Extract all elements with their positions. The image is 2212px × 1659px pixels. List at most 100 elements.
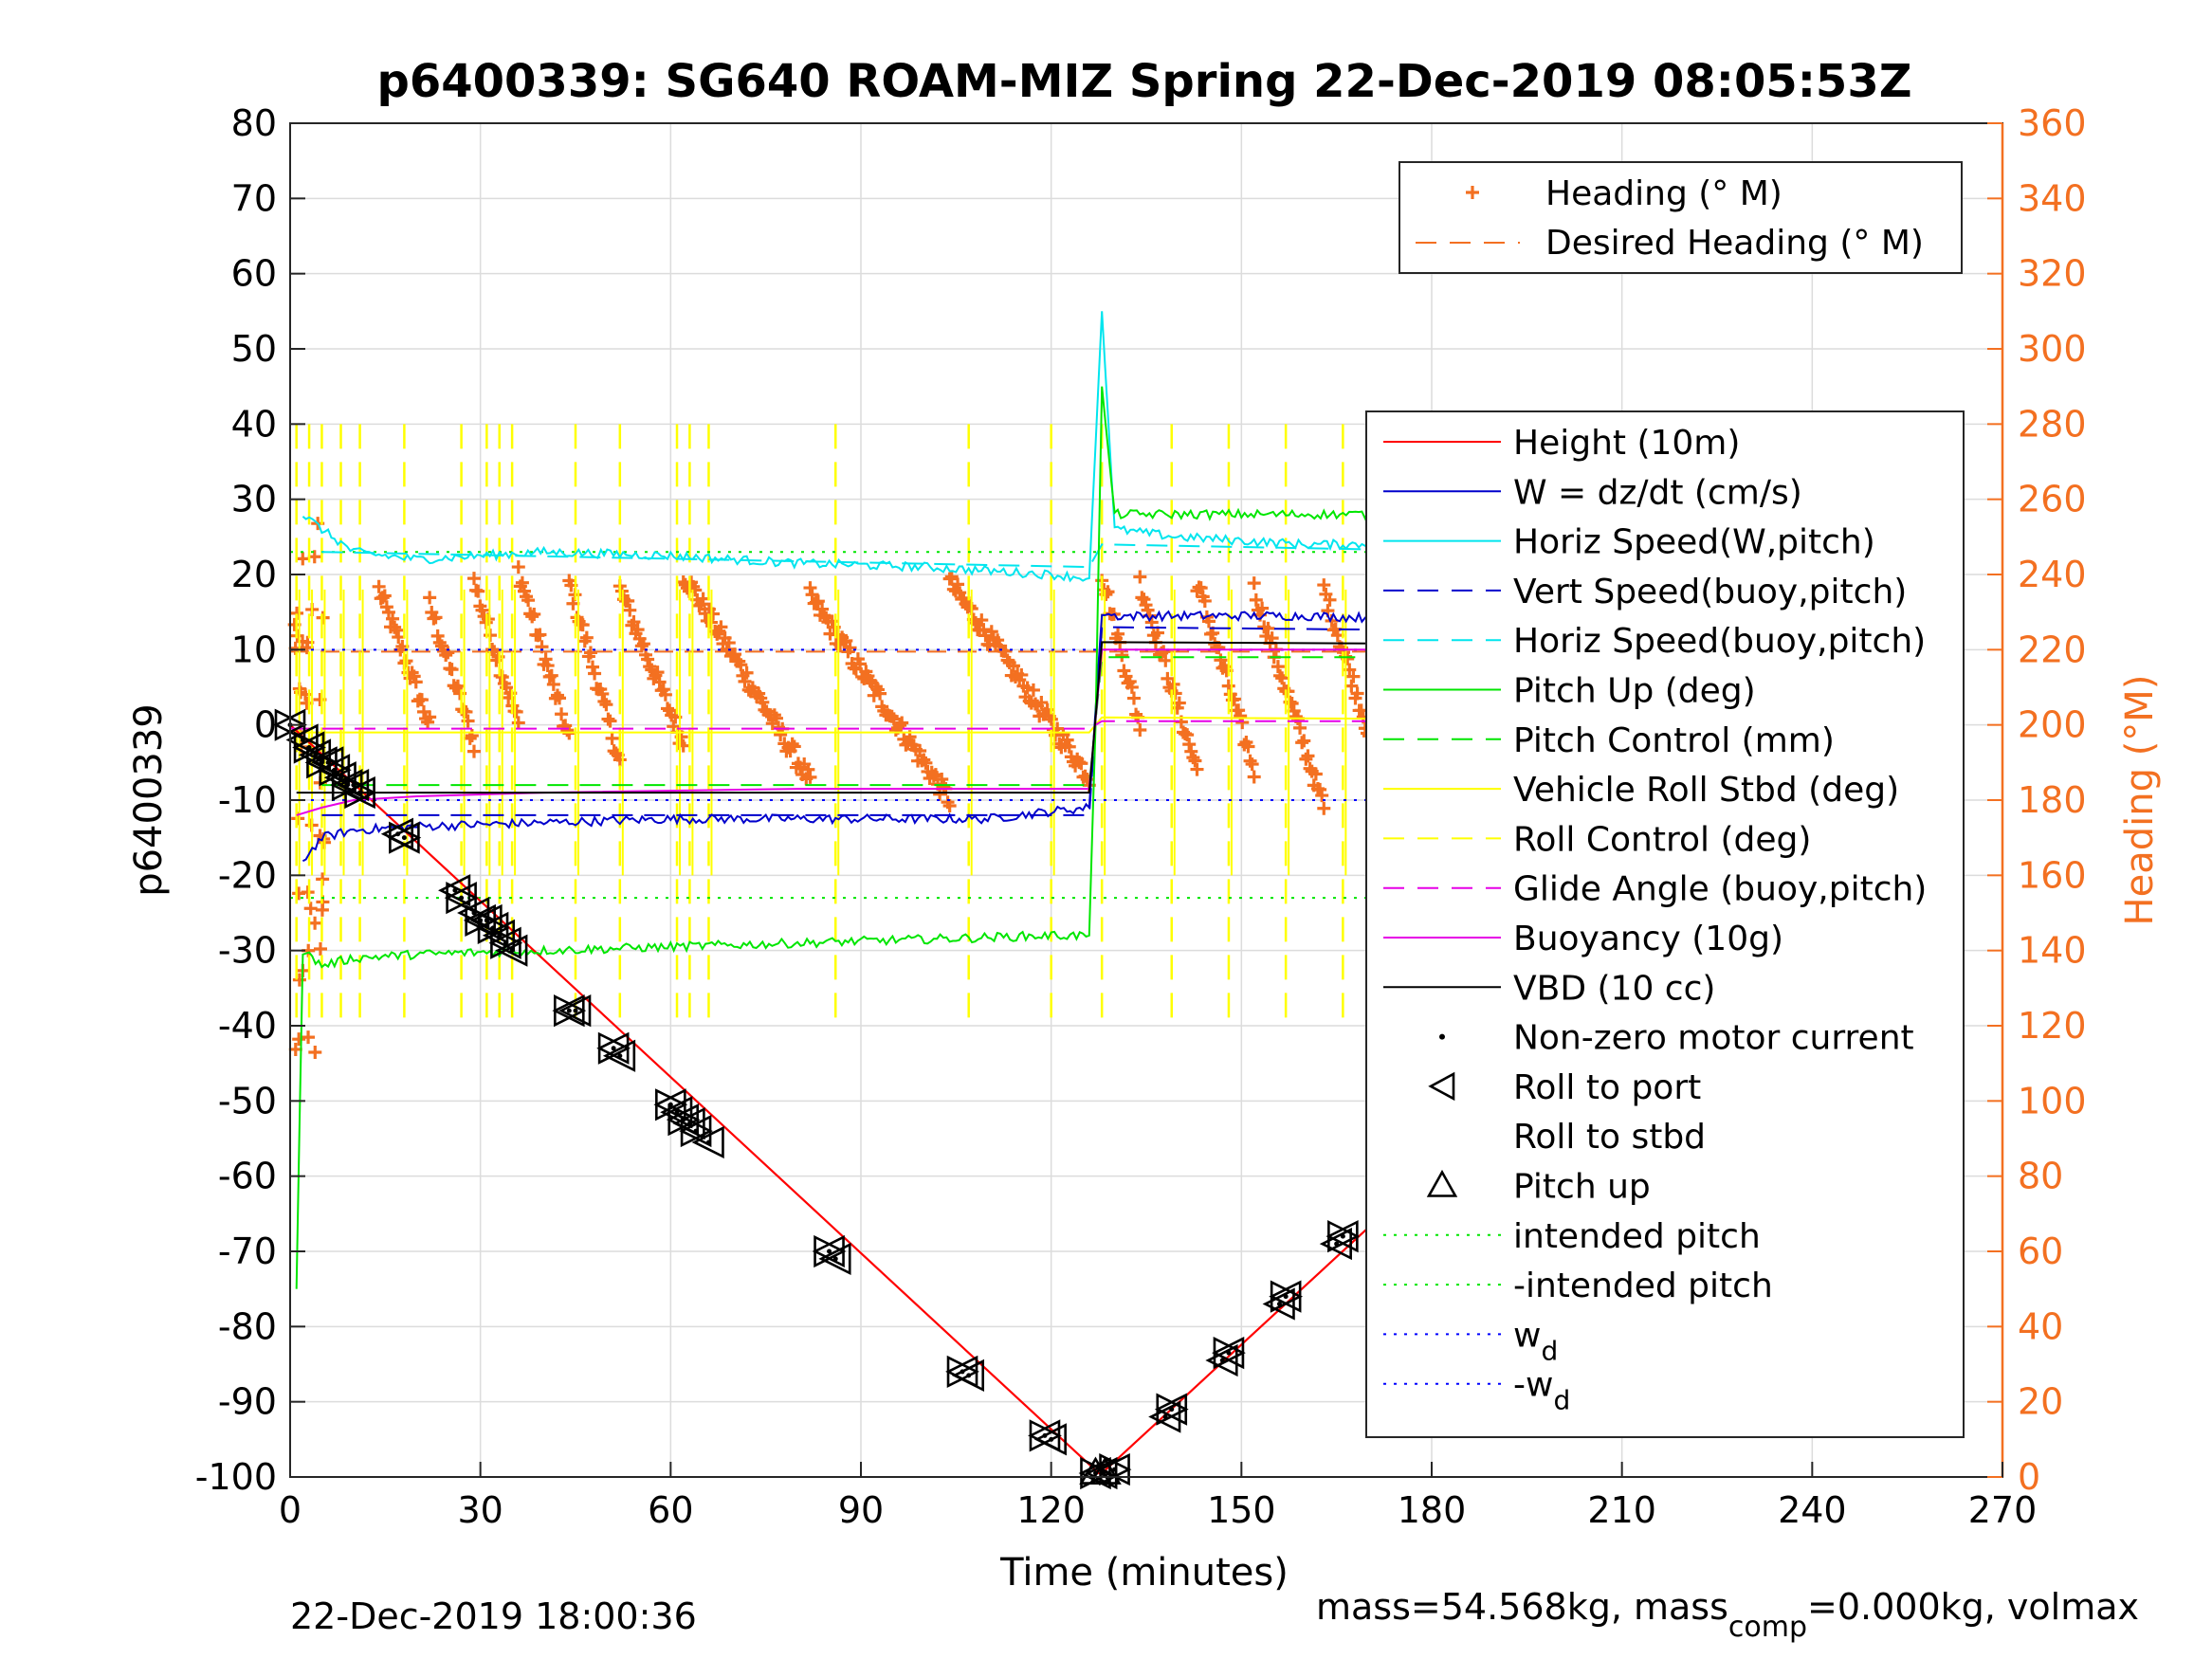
heading-marker xyxy=(756,695,770,709)
heading-marker xyxy=(1466,186,1479,199)
x-tick-label: 270 xyxy=(1968,1489,2038,1531)
y-tick-label: 70 xyxy=(231,177,277,219)
x-tick-label: 210 xyxy=(1587,1489,1656,1531)
roll-port-marker xyxy=(1033,1423,1067,1456)
motor-current-dot xyxy=(1112,1467,1118,1472)
roll-stbd-marker xyxy=(680,1114,713,1148)
heading-marker xyxy=(1188,754,1202,768)
heading-marker xyxy=(292,1032,306,1047)
heading-marker xyxy=(475,603,489,617)
heading-marker xyxy=(377,589,392,603)
motor-current-dot xyxy=(966,1373,972,1378)
motor-current-dot xyxy=(401,835,407,841)
x-tick-label: 60 xyxy=(648,1489,693,1531)
heading-marker xyxy=(301,885,315,900)
motor-current-dot xyxy=(1283,1294,1289,1300)
legend-label: Non-zero motor current xyxy=(1513,1019,1914,1058)
heading-marker xyxy=(599,698,613,712)
y-right-tick-label: 40 xyxy=(2018,1305,2063,1347)
heading-marker xyxy=(605,731,619,745)
legend-swatch xyxy=(1426,1169,1458,1197)
y-right-tick-label: 180 xyxy=(2018,779,2087,821)
legend-label: Buoyancy (10g) xyxy=(1513,920,1783,958)
roll-port-marker xyxy=(660,1096,693,1129)
heading-marker xyxy=(1297,734,1311,748)
heading-marker xyxy=(1074,757,1088,771)
y-tick-label: -10 xyxy=(218,779,277,821)
heading-marker xyxy=(942,799,957,813)
heading-marker xyxy=(660,702,674,716)
heading-marker xyxy=(296,552,310,566)
heading-marker xyxy=(1111,627,1125,641)
y-tick-label: -90 xyxy=(218,1381,277,1423)
motor-current-dot xyxy=(509,948,515,954)
heading-marker xyxy=(895,716,909,730)
y-tick-label: 60 xyxy=(231,253,277,295)
heading-marker xyxy=(913,743,927,757)
x-tick-label: 150 xyxy=(1207,1489,1276,1531)
y-right-tick-label: 100 xyxy=(2018,1080,2087,1121)
roll-port-marker xyxy=(691,1125,724,1159)
heading-marker xyxy=(801,762,815,776)
legend-top-label: Heading (° M) xyxy=(1545,174,1782,213)
motor-current-dot xyxy=(1226,1350,1232,1356)
heading-marker xyxy=(601,712,615,726)
legend-label: Pitch up xyxy=(1513,1168,1651,1207)
heading-marker xyxy=(1317,801,1331,815)
y-axis-label: p6400339 xyxy=(127,703,171,897)
y-tick-label: 40 xyxy=(231,403,277,445)
heading-marker xyxy=(1194,581,1208,595)
heading-marker xyxy=(1247,576,1261,591)
y-axis-right-ticks: 0 20 40 60 80 100 120 140 160 180 200 220 240 260 280 3… xyxy=(1987,102,2087,1498)
legend-label: Horiz Speed(W,pitch) xyxy=(1513,523,1875,562)
heading-marker xyxy=(738,674,752,688)
y-tick-label: 80 xyxy=(231,102,277,144)
y-right-tick-label: 260 xyxy=(2018,479,2087,520)
heading-marker xyxy=(1006,659,1020,673)
y-right-tick-label: 200 xyxy=(2018,704,2087,746)
roll-stbd-marker xyxy=(1156,1393,1189,1426)
heading-marker xyxy=(533,628,547,642)
heading-marker xyxy=(302,1030,316,1045)
y-right-tick-label: 60 xyxy=(2018,1231,2063,1272)
y-axis-right-label: Heading (°M) xyxy=(2118,675,2162,926)
heading-marker xyxy=(1227,692,1241,706)
heading-marker xyxy=(811,594,825,609)
heading-marker xyxy=(372,579,386,593)
heading-marker xyxy=(303,902,318,916)
heading-marker xyxy=(450,679,465,693)
legend-main-box xyxy=(1365,410,1965,1438)
heading-marker xyxy=(1197,593,1212,608)
heading-marker xyxy=(553,691,567,705)
heading-marker xyxy=(1166,677,1180,691)
roll-stbd-marker xyxy=(597,1031,631,1065)
heading-marker xyxy=(991,633,1005,647)
heading-marker xyxy=(597,694,612,708)
heading-marker xyxy=(1308,767,1323,781)
roll-port-marker xyxy=(1205,1343,1238,1377)
heading-marker xyxy=(1293,720,1307,735)
heading-marker xyxy=(439,648,453,663)
heading-marker xyxy=(652,675,667,689)
heading-marker xyxy=(390,623,404,637)
heading-marker xyxy=(839,633,853,647)
heading-marker xyxy=(1249,592,1263,607)
heading-marker xyxy=(515,575,529,590)
heading-marker xyxy=(1275,671,1289,685)
motor-current-dot xyxy=(573,1008,578,1013)
legend-label: Horiz Speed(buoy,pitch) xyxy=(1513,622,1926,661)
heading-marker xyxy=(1135,591,1149,605)
legend-label: Vert Speed(buoy,pitch) xyxy=(1513,573,1907,611)
chart-title: p6400339: SG640 ROAM-MIZ Spring 22-Dec-2… xyxy=(376,55,1911,108)
heading-marker xyxy=(603,714,617,728)
heading-marker xyxy=(1271,660,1285,674)
heading-marker xyxy=(1261,621,1275,635)
heading-marker xyxy=(481,612,495,627)
heading-marker xyxy=(636,637,650,651)
heading-marker xyxy=(1259,629,1273,644)
heading-marker xyxy=(445,663,459,677)
heading-marker xyxy=(1060,733,1074,747)
heading-marker xyxy=(873,686,887,701)
heading-marker xyxy=(1350,686,1364,701)
y-right-tick-label: 20 xyxy=(2018,1381,2063,1423)
